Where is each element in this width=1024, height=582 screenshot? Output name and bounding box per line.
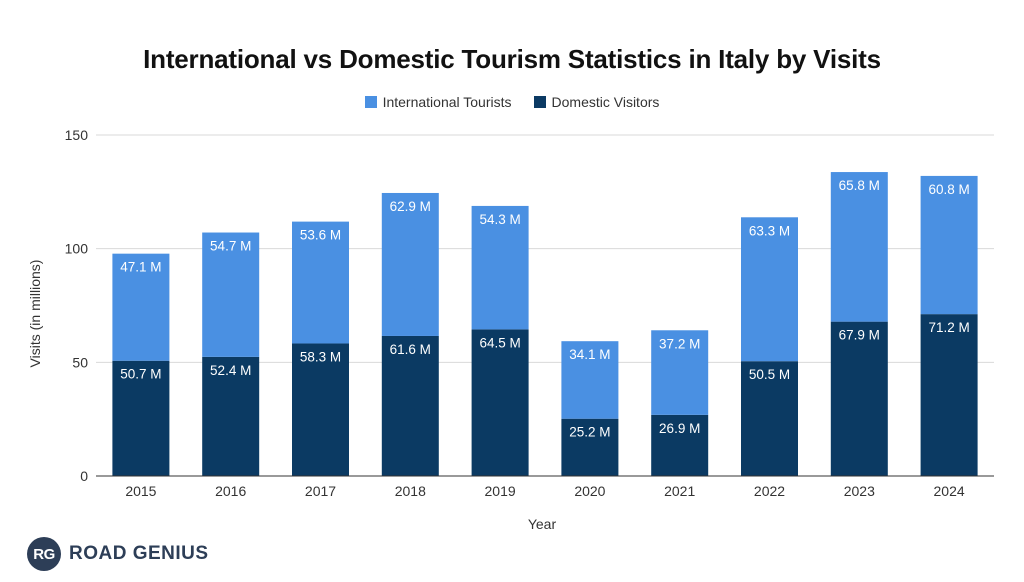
x-tick-label: 2018 xyxy=(395,483,426,499)
legend-swatch-international xyxy=(364,96,377,108)
brand-mark: RG ROAD GENIUS xyxy=(27,537,209,571)
x-tick-label: 2015 xyxy=(125,483,156,499)
y-axis-title: Visits (in millions) xyxy=(27,260,43,368)
bar-international xyxy=(292,221,349,344)
data-label: 52.4 M xyxy=(210,363,251,378)
data-label: 63.3 M xyxy=(749,223,790,238)
data-label: 65.8 M xyxy=(839,178,880,193)
bar-international xyxy=(651,330,709,415)
chart-title: International vs Domestic Tourism Statis… xyxy=(143,44,881,74)
brand-name: ROAD GENIUS xyxy=(69,543,209,564)
x-tick-label: 2019 xyxy=(485,483,516,499)
data-label: 67.9 M xyxy=(839,328,880,343)
data-label: 37.2 M xyxy=(659,336,700,351)
bar-domestic xyxy=(561,418,619,476)
x-tick-label: 2017 xyxy=(305,483,336,499)
y-tick-label: 150 xyxy=(65,127,89,143)
data-label: 25.2 M xyxy=(569,425,610,440)
legend-item-international: International Tourists xyxy=(364,94,512,110)
legend-item-domestic: Domestic Visitors xyxy=(533,94,660,110)
x-tick-label: 2022 xyxy=(754,483,785,499)
bar-domestic xyxy=(741,361,798,476)
legend-label-domestic: Domestic Visitors xyxy=(551,94,660,110)
data-label: 61.6 M xyxy=(390,342,431,357)
brand-logo-text: RG xyxy=(33,545,55,563)
bar-domestic xyxy=(202,356,260,476)
data-label: 53.6 M xyxy=(300,228,341,243)
bar-domestic xyxy=(112,360,170,476)
legend-label-international: International Tourists xyxy=(382,94,512,110)
bar-international xyxy=(561,341,619,419)
x-tick-label: 2020 xyxy=(574,483,605,499)
bar-international xyxy=(830,172,888,322)
data-label: 60.8 M xyxy=(928,182,969,197)
chart-legend: International Tourists Domestic Visitors xyxy=(0,94,1024,110)
x-tick-label: 2023 xyxy=(844,483,875,499)
bar-domestic xyxy=(920,314,978,476)
x-axis-title: Year xyxy=(528,516,557,532)
data-label: 54.7 M xyxy=(210,239,251,254)
x-tick-label: 2024 xyxy=(934,483,965,499)
x-tick-label: 2016 xyxy=(215,483,246,499)
bar-international xyxy=(920,175,978,315)
data-label: 62.9 M xyxy=(390,199,431,214)
bar-domestic xyxy=(471,329,529,476)
bar-domestic xyxy=(651,414,709,476)
bar-domestic xyxy=(830,321,888,476)
bar-domestic xyxy=(292,343,349,476)
data-label: 64.5 M xyxy=(479,335,520,350)
data-label: 26.9 M xyxy=(659,421,700,436)
y-tick-label: 0 xyxy=(80,468,88,484)
bar-international xyxy=(741,217,798,362)
x-tick-label: 2021 xyxy=(664,483,695,499)
bar-international xyxy=(471,205,529,330)
data-label: 58.3 M xyxy=(300,349,341,364)
bar-international xyxy=(202,232,260,357)
data-label: 47.1 M xyxy=(120,260,161,275)
bar-domestic xyxy=(381,335,439,476)
y-tick-label: 100 xyxy=(65,241,89,257)
data-label: 71.2 M xyxy=(928,320,969,335)
data-label: 34.1 M xyxy=(569,347,610,362)
legend-swatch-domestic xyxy=(533,96,546,108)
data-label: 50.7 M xyxy=(120,367,161,382)
y-tick-label: 50 xyxy=(72,354,88,370)
bar-international xyxy=(381,192,439,336)
data-label: 50.5 M xyxy=(749,367,790,382)
brand-logo-icon: RG xyxy=(27,537,61,571)
bar-international xyxy=(112,253,170,361)
data-label: 54.3 M xyxy=(479,212,520,227)
